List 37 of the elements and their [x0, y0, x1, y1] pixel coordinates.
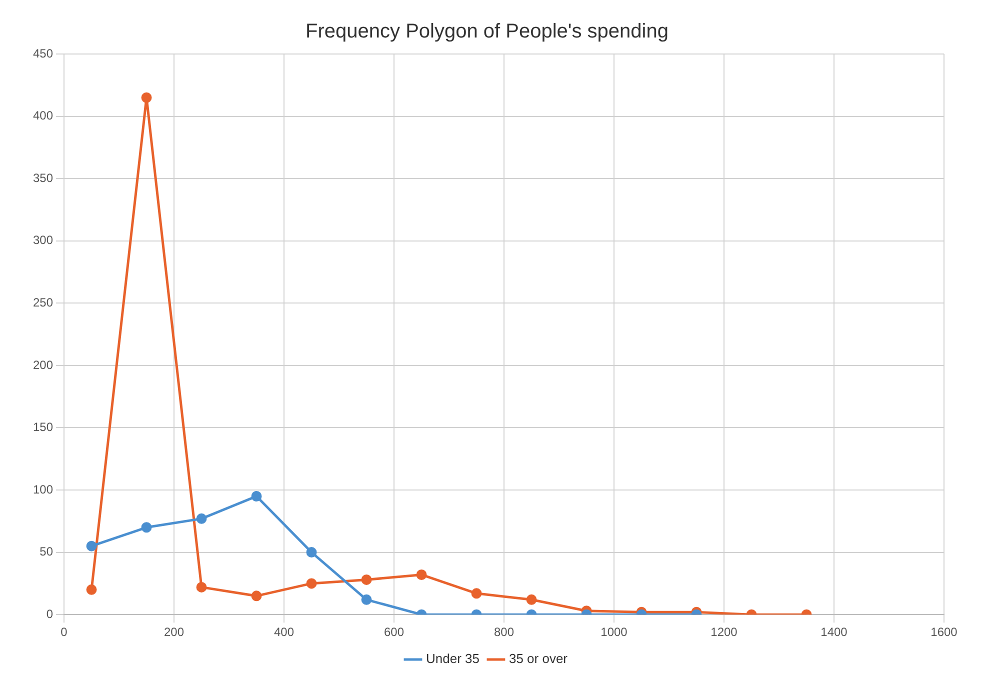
point [251, 590, 262, 602]
point [86, 584, 97, 595]
x-tick-label: 1000 [600, 625, 628, 640]
y-tick-label: 100 [32, 482, 54, 496]
x-tick-label: 1400 [820, 625, 848, 640]
y-tick-label: 200 [32, 358, 54, 372]
x-tick-label: 400 [274, 625, 294, 640]
point [306, 547, 317, 558]
point [361, 594, 372, 605]
y-tick-label: 0 [46, 606, 54, 621]
point [471, 588, 482, 599]
x-tick-label: 800 [494, 625, 514, 640]
y-tick-label: 250 [32, 295, 54, 310]
point [251, 491, 262, 502]
x-tick-label: 1200 [710, 625, 738, 640]
point [416, 569, 427, 580]
y-tick-label: 400 [32, 108, 54, 123]
chart-title: Frequency Polygon of People's spending [306, 20, 668, 43]
point [196, 582, 207, 592]
y-tick-label: 50 [40, 544, 54, 559]
legend-label: Under 35 [426, 651, 480, 666]
legend-label: 35 or over [508, 651, 568, 666]
point [196, 513, 207, 524]
point [361, 574, 372, 585]
point [86, 540, 97, 552]
x-tick-label: 200 [164, 625, 184, 640]
y-tick-label: 300 [32, 233, 54, 248]
y-tick-label: 350 [32, 170, 54, 185]
x-tick-label: 0 [60, 625, 68, 640]
point [526, 594, 537, 605]
y-tick-label: 450 [32, 46, 54, 60]
x-tick-label: 1600 [930, 625, 958, 640]
point [141, 522, 152, 533]
x-tick-label: 600 [384, 625, 404, 640]
point [141, 92, 152, 103]
y-tick-label: 150 [32, 420, 54, 434]
point [306, 578, 317, 589]
